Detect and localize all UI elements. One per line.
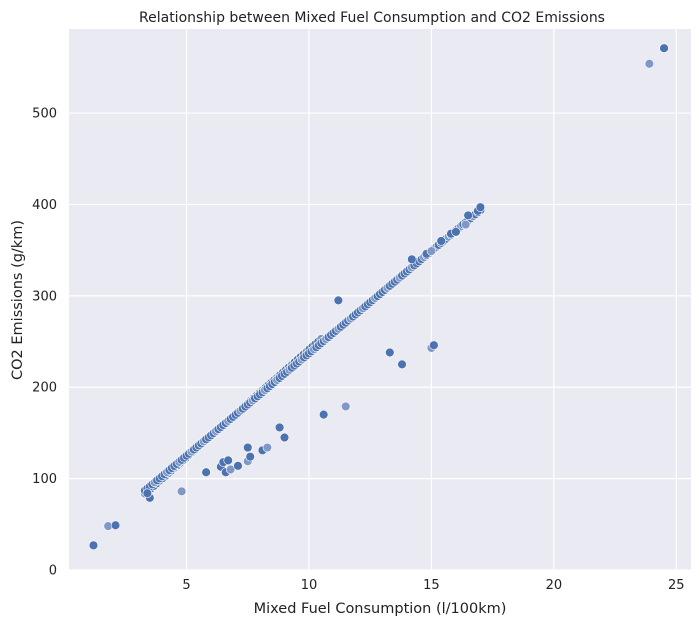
data-point <box>429 340 439 350</box>
data-point <box>279 432 290 443</box>
y-tick-label: 500 <box>32 107 57 122</box>
y-tick-label: 400 <box>32 198 57 213</box>
data-point <box>407 254 417 264</box>
data-point <box>341 401 351 412</box>
x-tick-label: 20 <box>546 578 563 593</box>
data-point <box>233 461 243 471</box>
data-point <box>243 442 253 453</box>
y-tick-label: 300 <box>32 289 57 304</box>
chart-title: Relationship between Mixed Fuel Consumpt… <box>139 10 605 26</box>
data-point <box>385 347 395 358</box>
x-axis-ticks: 5 10 15 20 25 <box>182 578 684 593</box>
y-axis-label: CO2 Emissions (g/km) <box>10 220 26 380</box>
data-point <box>397 359 407 370</box>
data-point <box>644 59 655 69</box>
x-axis-label: Mixed Fuel Consumption (l/100km) <box>254 601 507 617</box>
y-tick-label: 100 <box>32 472 57 487</box>
x-tick-label: 25 <box>668 578 685 593</box>
x-tick-label: 10 <box>301 578 318 593</box>
data-point <box>262 442 273 453</box>
data-point <box>333 295 344 306</box>
x-tick-label: 15 <box>423 578 440 593</box>
data-point <box>463 210 473 221</box>
data-point <box>451 227 461 237</box>
grid-lines <box>69 29 691 571</box>
data-point <box>318 409 329 420</box>
data-point <box>475 202 486 212</box>
data-point <box>245 451 255 462</box>
x-tick-label: 5 <box>182 578 190 593</box>
data-point <box>225 464 236 475</box>
data-point <box>426 246 437 256</box>
data-point <box>436 236 446 246</box>
data-point <box>110 520 121 530</box>
data-point <box>88 540 99 551</box>
y-tick-label: 0 <box>49 564 57 579</box>
data-point <box>223 455 233 466</box>
data-point <box>176 486 187 497</box>
data-point <box>142 488 153 498</box>
data-point <box>201 467 211 477</box>
y-axis-ticks: 0 100 200 300 400 500 <box>32 107 57 579</box>
data-point <box>659 43 669 53</box>
data-points <box>88 43 669 551</box>
data-point <box>461 219 471 230</box>
y-tick-label: 200 <box>32 381 57 396</box>
data-point <box>274 422 285 433</box>
